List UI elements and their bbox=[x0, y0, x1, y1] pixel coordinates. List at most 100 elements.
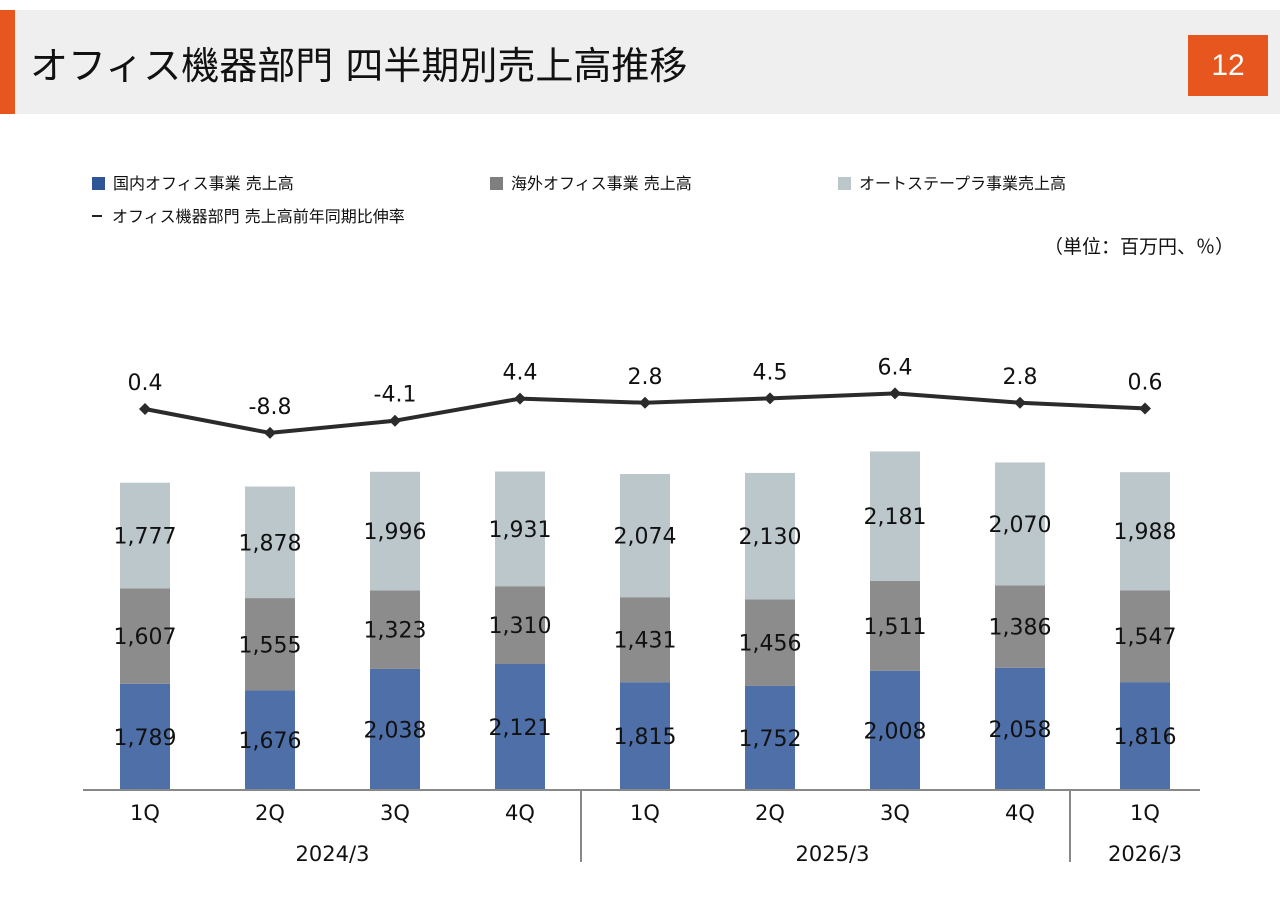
growth-marker-4 bbox=[639, 396, 651, 409]
growth-label-0: 0.4 bbox=[128, 371, 163, 396]
fiscal-year-label-2: 2026/3 bbox=[1108, 842, 1182, 866]
bar-domestic-0 bbox=[120, 683, 170, 790]
growth-label-4: 2.8 bbox=[628, 365, 663, 390]
bar-autostapler-3 bbox=[495, 471, 545, 587]
bar-domestic-1 bbox=[245, 690, 295, 790]
bar-autostapler-4 bbox=[620, 473, 670, 598]
bar-overseas-1 bbox=[245, 598, 295, 691]
bar-autostapler-2 bbox=[370, 471, 420, 591]
legend-swatch-overseas bbox=[490, 177, 503, 190]
legend-swatch-domestic bbox=[92, 177, 105, 190]
data-label-domestic-8: 1,816 bbox=[1114, 725, 1177, 750]
bar-overseas-6 bbox=[870, 580, 920, 671]
legend-item-growth: オフィス機器部門 売上高前年同期比伸率 bbox=[92, 207, 405, 227]
data-label-autostapler-3: 1,931 bbox=[489, 518, 552, 543]
bar-overseas-5 bbox=[745, 599, 795, 686]
legend-label-overseas: 海外オフィス事業 売上高 bbox=[511, 174, 692, 193]
bar-overseas-2 bbox=[370, 590, 420, 669]
unit-note: （単位：百万円、％） bbox=[1043, 236, 1234, 258]
page-number-badge: 12 bbox=[1188, 35, 1268, 96]
x-tick-label-6: 3Q bbox=[880, 801, 910, 825]
x-tick-label-4: 1Q bbox=[630, 801, 660, 825]
growth-marker-0 bbox=[139, 403, 151, 415]
data-label-overseas-1: 1,555 bbox=[239, 633, 302, 658]
growth-label-6: 6.4 bbox=[878, 355, 913, 380]
bar-autostapler-8 bbox=[1120, 472, 1170, 591]
bar-overseas-4 bbox=[620, 597, 670, 683]
data-label-autostapler-1: 1,878 bbox=[239, 531, 302, 556]
bar-domestic-3 bbox=[495, 664, 545, 790]
bar-domestic-5 bbox=[745, 685, 795, 790]
data-label-autostapler-6: 2,181 bbox=[864, 505, 927, 530]
bar-overseas-3 bbox=[495, 586, 545, 665]
growth-marker-6 bbox=[889, 387, 901, 400]
fiscal-year-label-0: 2024/3 bbox=[296, 842, 370, 866]
legend-item-domestic: 国内オフィス事業 売上高 bbox=[92, 174, 294, 194]
growth-label-2: -4.1 bbox=[374, 383, 417, 408]
data-label-domestic-5: 1,752 bbox=[739, 727, 802, 752]
data-label-autostapler-8: 1,988 bbox=[1114, 520, 1177, 545]
x-tick-label-1: 2Q bbox=[255, 801, 285, 825]
bar-domestic-8 bbox=[1120, 682, 1170, 790]
data-label-domestic-2: 2,038 bbox=[364, 718, 427, 743]
legend-line-growth bbox=[92, 215, 102, 217]
data-label-domestic-4: 1,815 bbox=[614, 725, 677, 750]
page-title: オフィス機器部門 四半期別売上高推移 bbox=[30, 44, 688, 88]
bar-domestic-4 bbox=[620, 682, 670, 790]
data-label-autostapler-0: 1,777 bbox=[114, 525, 177, 550]
data-label-autostapler-4: 2,074 bbox=[614, 525, 677, 550]
growth-marker-7 bbox=[1014, 396, 1026, 409]
x-tick-label-3: 4Q bbox=[505, 801, 535, 825]
bar-overseas-8 bbox=[1120, 590, 1170, 683]
bar-autostapler-7 bbox=[995, 462, 1045, 586]
bar-domestic-7 bbox=[995, 667, 1045, 790]
growth-marker-5 bbox=[764, 392, 776, 405]
growth-label-5: 4.5 bbox=[753, 360, 788, 385]
data-label-domestic-6: 2,008 bbox=[864, 719, 927, 744]
header-accent-stripe bbox=[0, 10, 15, 114]
legend-label-domestic: 国内オフィス事業 売上高 bbox=[113, 174, 294, 193]
bar-autostapler-6 bbox=[870, 451, 920, 581]
growth-marker-3 bbox=[514, 392, 526, 405]
data-label-overseas-4: 1,431 bbox=[614, 629, 677, 654]
data-label-autostapler-7: 2,070 bbox=[989, 513, 1052, 538]
growth-label-7: 2.8 bbox=[1003, 365, 1038, 390]
bar-autostapler-5 bbox=[745, 472, 795, 600]
x-tick-label-7: 4Q bbox=[1005, 801, 1035, 825]
bar-domestic-6 bbox=[870, 670, 920, 790]
x-tick-label-8: 1Q bbox=[1130, 801, 1160, 825]
growth-label-1: -8.8 bbox=[249, 395, 292, 420]
bar-domestic-2 bbox=[370, 668, 420, 790]
x-tick-label-0: 1Q bbox=[130, 801, 160, 825]
growth-marker-8 bbox=[1139, 402, 1151, 415]
legend-item-autostapler: オートステープラ事業売上高 bbox=[838, 174, 1066, 194]
bar-overseas-7 bbox=[995, 585, 1045, 668]
growth-label-8: 0.6 bbox=[1128, 370, 1163, 395]
data-label-domestic-1: 1,676 bbox=[239, 729, 302, 754]
x-tick-label-2: 3Q bbox=[380, 801, 410, 825]
bar-autostapler-1 bbox=[245, 486, 295, 599]
legend-swatch-autostapler bbox=[838, 177, 851, 190]
legend-label-growth: オフィス機器部門 売上高前年同期比伸率 bbox=[112, 207, 405, 226]
legend-item-overseas: 海外オフィス事業 売上高 bbox=[490, 174, 692, 194]
data-label-domestic-7: 2,058 bbox=[989, 718, 1052, 743]
growth-marker-2 bbox=[389, 414, 401, 427]
data-label-autostapler-2: 1,996 bbox=[364, 520, 427, 545]
legend-label-autostapler: オートステープラ事業売上高 bbox=[859, 174, 1067, 193]
data-label-autostapler-5: 2,130 bbox=[739, 525, 802, 550]
data-label-overseas-7: 1,386 bbox=[989, 616, 1052, 641]
data-label-overseas-8: 1,547 bbox=[1114, 625, 1177, 650]
data-label-overseas-5: 1,456 bbox=[739, 632, 802, 657]
growth-label-3: 4.4 bbox=[503, 361, 538, 386]
data-label-overseas-0: 1,607 bbox=[114, 625, 177, 650]
data-label-domestic-0: 1,789 bbox=[114, 726, 177, 751]
data-label-overseas-2: 1,323 bbox=[364, 619, 427, 644]
x-tick-label-5: 2Q bbox=[755, 801, 785, 825]
bar-overseas-0 bbox=[120, 588, 170, 684]
data-label-domestic-3: 2,121 bbox=[489, 716, 552, 741]
growth-marker-1 bbox=[264, 426, 276, 439]
header-bar: オフィス機器部門 四半期別売上高推移 12 bbox=[0, 10, 1280, 114]
data-label-overseas-3: 1,310 bbox=[489, 614, 552, 639]
fiscal-year-label-1: 2025/3 bbox=[796, 842, 870, 866]
